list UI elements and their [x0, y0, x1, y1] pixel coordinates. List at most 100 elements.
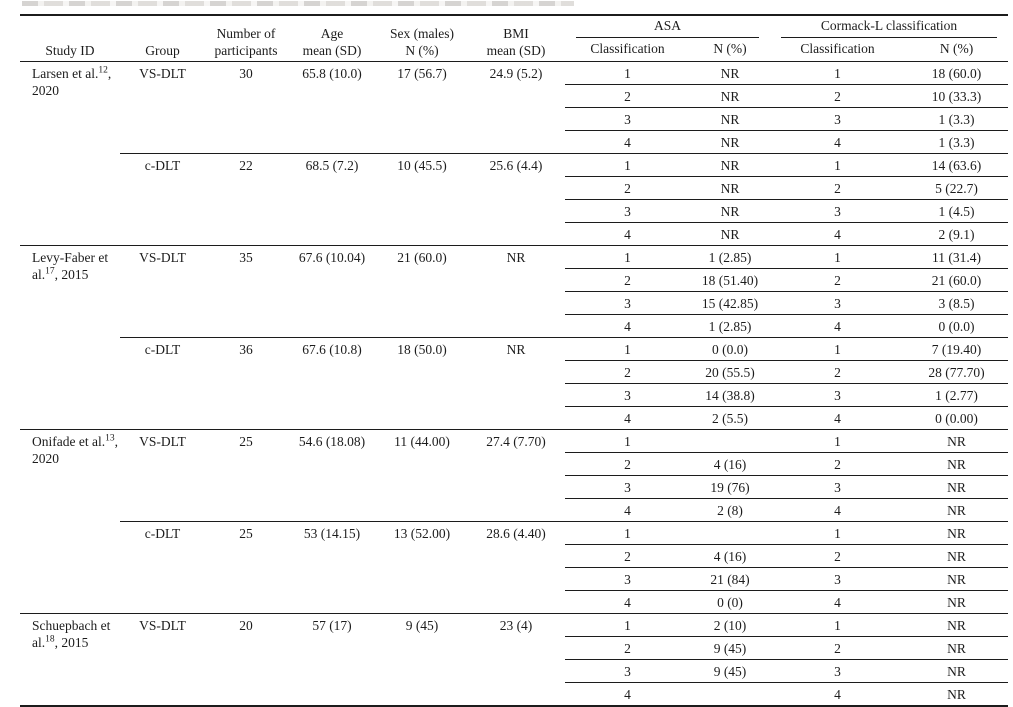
- group-cell: VS-DLT: [120, 613, 205, 706]
- cormack-class-cell: 2: [770, 84, 906, 108]
- header-line: BMI: [503, 26, 529, 41]
- cormack-n-cell: NR: [905, 498, 1009, 522]
- asa-class-cell: 1: [565, 153, 690, 177]
- cormack-n-cell: NR: [905, 475, 1009, 499]
- table-row: Larsen et al.12, 2020 VS-DLT 30 65.8 (10.…: [20, 62, 1008, 98]
- header-age: Age mean (SD): [287, 15, 377, 62]
- group-cell: c-DLT: [120, 153, 205, 246]
- header-cormack-group: Cormack-L classification: [770, 15, 1008, 38]
- header-line: Sex (males): [389, 26, 455, 41]
- cormack-class-cell: 1: [834, 66, 841, 81]
- asa-class-cell: 2: [565, 544, 690, 568]
- asa-n-cell: NR: [690, 176, 771, 200]
- asa-class-cell: 4: [565, 222, 690, 246]
- table-row: 3 19 (76) 3 NR: [20, 475, 1009, 499]
- cormack-class-cell: 4: [770, 130, 906, 154]
- cormack-n-cell: NR: [905, 521, 1009, 545]
- asa-n-cell: 9 (45): [690, 659, 771, 683]
- asa-class-cell: 3: [565, 659, 690, 683]
- cormack-n-cell: 5 (22.7): [905, 176, 1009, 200]
- asa-class-cell: 4: [565, 406, 690, 430]
- group-cell: c-DLT: [120, 337, 205, 430]
- asa-n-cell: 0 (0.0): [690, 337, 771, 361]
- table-row: 3 NR 3 1 (3.3): [20, 107, 1009, 131]
- cormack-n-cell: NR: [905, 659, 1009, 683]
- header-group: Group: [120, 15, 205, 62]
- header-line: Age: [320, 26, 344, 41]
- table-row: 2 NR 2 10 (33.3): [20, 84, 1009, 108]
- asa-class-cell: 4: [565, 590, 690, 614]
- asa-n-cell: [690, 429, 771, 453]
- cormack-n-cell: 1 (4.5): [905, 199, 1009, 223]
- participants-cell: 22: [205, 153, 287, 246]
- asa-class-cell: 2: [565, 360, 690, 384]
- asa-class-cell: 3: [565, 107, 690, 131]
- asa-class-cell: 4: [565, 314, 690, 338]
- cormack-n-cell: 1 (3.3): [905, 130, 1009, 154]
- asa-n-cell: 4 (16): [690, 452, 771, 476]
- cormack-class-cell: 2: [770, 452, 906, 476]
- asa-n-cell: 4 (16): [690, 544, 771, 568]
- table-row: c-DLT 25 53 (14.15) 13 (52.00) 28.6 (4.4…: [20, 521, 1009, 614]
- cormack-class-cell: 3: [770, 567, 906, 591]
- table-row: 3 14 (38.8) 3 1 (2.77): [20, 383, 1009, 407]
- asa-n-cell: 19 (76): [690, 475, 771, 499]
- cormack-n-cell: NR: [905, 544, 1009, 568]
- header-line: mean (SD): [302, 43, 362, 58]
- cormack-class-cell: 3: [770, 199, 906, 223]
- table-row: c-DLT 36 67.6 (10.8) 18 (50.0) NR 1 0 (0…: [20, 337, 1009, 430]
- bmi-cell: NR: [467, 245, 565, 338]
- cormack-n-cell: 3 (8.5): [905, 291, 1009, 315]
- cormack-n-cell: NR: [905, 567, 1009, 591]
- asa-class-cell: 3: [565, 475, 690, 499]
- cormack-n-cell: NR: [905, 682, 1009, 706]
- cormack-class-cell: 4: [770, 590, 906, 614]
- age-cell: 54.6 (18.08): [287, 429, 377, 522]
- cormack-n-cell: NR: [905, 452, 1009, 476]
- sex-cell: 13 (52.00): [377, 521, 467, 614]
- header-line: ASA: [576, 16, 760, 38]
- asa-n-cell: NR: [690, 107, 771, 131]
- asa-n-cell: [690, 521, 771, 545]
- bmi-cell: NR: [467, 337, 565, 430]
- table-row: 2 18 (51.40) 2 21 (60.0): [20, 268, 1009, 292]
- asa-n-cell: 14 (38.8): [690, 383, 771, 407]
- asa-n-cell: 9 (45): [690, 636, 771, 660]
- group-cell: c-DLT: [120, 521, 205, 614]
- participants-cell: 25: [205, 429, 287, 522]
- cormack-class-cell: 1: [770, 521, 906, 545]
- sex-cell: 10 (45.5): [377, 153, 467, 246]
- age-cell: 67.6 (10.04): [287, 245, 377, 338]
- cormack-n-cell: 14 (63.6): [905, 153, 1009, 177]
- asa-n-cell: NR: [690, 222, 771, 246]
- age-cell: 68.5 (7.2): [287, 153, 377, 246]
- asa-n-cell: 0 (0): [690, 590, 771, 614]
- cormack-class-cell: 4: [770, 498, 906, 522]
- header-sex: Sex (males) N (%): [377, 15, 467, 62]
- asa-class-cell: 1: [565, 613, 690, 637]
- bmi-cell: 24.9 (5.2): [489, 66, 543, 81]
- header-cormack-n-pct: N (%): [905, 38, 1009, 62]
- asa-n-cell: [690, 682, 771, 706]
- header-asa-group: ASA: [565, 15, 770, 38]
- group-cell: VS-DLT: [120, 245, 205, 338]
- bmi-cell: 27.4 (7.70): [467, 429, 565, 522]
- asa-n-cell: 2 (10): [690, 613, 771, 637]
- cormack-n-cell: NR: [905, 590, 1009, 614]
- table-row: 4 NR 4 2 (9.1): [20, 222, 1009, 246]
- bmi-cell: 25.6 (4.4): [467, 153, 565, 246]
- age-cell: 67.6 (10.8): [287, 337, 377, 430]
- cormack-class-cell: 2: [770, 636, 906, 660]
- table-row: Schuepbach et al.18, 2015 VS-DLT 20 57 (1…: [20, 613, 1009, 706]
- asa-class-cell: 1: [565, 521, 690, 545]
- asa-class-cell: 2: [565, 452, 690, 476]
- header-study-id: Study ID: [20, 15, 120, 62]
- age-cell: 65.8 (10.0): [302, 66, 362, 81]
- cormack-n-cell: 21 (60.0): [905, 268, 1009, 292]
